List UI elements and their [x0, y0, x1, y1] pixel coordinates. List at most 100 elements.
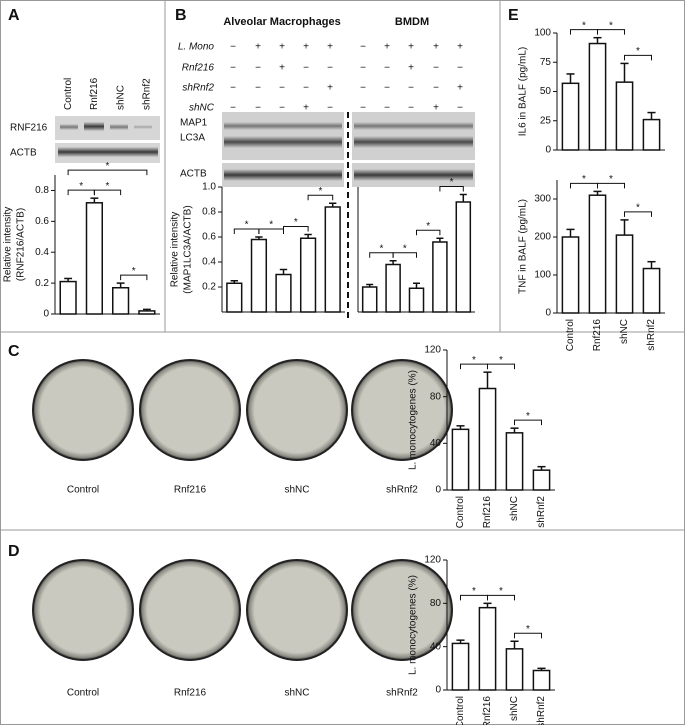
significance-label: * [636, 46, 640, 57]
bar [642, 267, 661, 314]
y-tick-label: 200 [534, 232, 551, 243]
significance-bracket [307, 194, 334, 201]
petri-dish [351, 559, 453, 661]
y-tick-label: 0 [545, 145, 551, 156]
y-tick-label: 100 [534, 28, 551, 39]
y-tick-label: 0.8 [35, 185, 49, 196]
significance-bracket [514, 419, 542, 426]
y-tick-label: 25 [540, 115, 552, 126]
condition-sign: + [303, 42, 309, 53]
plate-label: Control [67, 688, 99, 699]
plate-label: shNC [284, 688, 309, 699]
bar [505, 648, 524, 691]
condition-sign: − [279, 83, 285, 94]
y-axis-label: Relative intensity [170, 212, 181, 288]
group-title: Alveolar Macrophages [223, 16, 340, 28]
condition-sign: + [279, 42, 285, 53]
significance-bracket [597, 29, 625, 35]
y-axis-label: Relative intensity [3, 207, 14, 283]
y-tick-label: 40 [430, 641, 442, 652]
petri-dish [139, 359, 241, 461]
x-tick-label: Control [455, 696, 466, 725]
bar [615, 234, 634, 314]
condition-sign: − [360, 63, 366, 74]
condition-sign: − [360, 103, 366, 114]
y-tick-label: 0.6 [35, 216, 49, 227]
plate-label: Rnf216 [174, 485, 207, 496]
bar [588, 194, 607, 314]
x-tick-label: shNC [115, 85, 126, 110]
panel-letter: A [8, 7, 20, 24]
y-tick-label: 0 [435, 485, 441, 496]
y-tick-label: 0 [43, 309, 49, 320]
significance-label: * [526, 624, 530, 635]
significance-bracket [120, 274, 148, 281]
x-tick-label: shRnf2 [646, 319, 657, 351]
condition-sign: − [384, 63, 390, 74]
x-tick-label: shNC [619, 319, 630, 344]
blot-bands [224, 122, 473, 181]
condition-sign: + [255, 42, 261, 53]
plate-label: Rnf216 [174, 688, 207, 699]
significance-label: * [526, 411, 530, 422]
significance-label: * [582, 20, 586, 31]
significance-label: * [79, 181, 83, 192]
bar [615, 81, 634, 151]
significance-bracket [624, 211, 652, 217]
x-tick-label: shRnf2 [142, 78, 153, 110]
y-axis-label: (MAP1LC3A/ACTB) [183, 205, 194, 293]
significance-label: * [106, 181, 110, 192]
blot-label: ACTB [180, 169, 207, 180]
significance-label: * [106, 161, 110, 172]
significance-label: * [379, 243, 383, 254]
bar [455, 201, 472, 313]
y-tick-label: 0.2 [35, 278, 49, 289]
y-tick-label: 0.4 [202, 257, 216, 268]
significance-bracket [597, 182, 625, 189]
y-tick-label: 1.0 [202, 182, 216, 193]
x-tick-label: shRnf2 [536, 696, 547, 725]
bar [532, 669, 551, 691]
panel-letter: C [8, 343, 20, 360]
significance-label: * [609, 20, 613, 31]
condition-sign: − [230, 63, 236, 74]
petri-dish [246, 559, 348, 661]
bar [478, 387, 497, 491]
y-tick-label: 0 [435, 685, 441, 696]
condition-sign: + [433, 42, 439, 53]
bar [588, 42, 607, 151]
bar [385, 263, 401, 313]
condition-sign: − [230, 42, 236, 53]
bar [505, 432, 524, 491]
condition-sign: − [279, 103, 285, 114]
y-tick-label: 120 [424, 345, 441, 356]
condition-sign: − [303, 63, 309, 74]
bar [561, 236, 580, 314]
bar [451, 428, 470, 491]
y-axis-label: IL6 in BALF (pg/mL) [518, 47, 529, 136]
x-tick-label: Rnf216 [482, 696, 493, 725]
x-tick-label: Rnf216 [482, 496, 493, 529]
significance-bracket [487, 594, 515, 601]
significance-label: * [636, 203, 640, 214]
condition-sign: + [408, 42, 414, 53]
condition-sign: − [303, 83, 309, 94]
bar [451, 642, 470, 691]
condition-sign: − [408, 103, 414, 114]
significance-bracket [439, 186, 464, 192]
plate-label: shNC [284, 485, 309, 496]
condition-sign: − [255, 63, 261, 74]
condition-sign: − [408, 83, 414, 94]
condition-sign: − [433, 63, 439, 74]
significance-bracket [514, 632, 542, 639]
significance-label: * [426, 221, 430, 232]
bar [561, 82, 580, 151]
condition-sign: + [457, 42, 463, 53]
bar [299, 237, 317, 313]
blot-label: RNF216 [10, 123, 48, 134]
bar [59, 280, 77, 315]
y-tick-label: 75 [540, 57, 552, 68]
condition-sign: − [384, 83, 390, 94]
x-tick-label: Control [565, 319, 576, 351]
